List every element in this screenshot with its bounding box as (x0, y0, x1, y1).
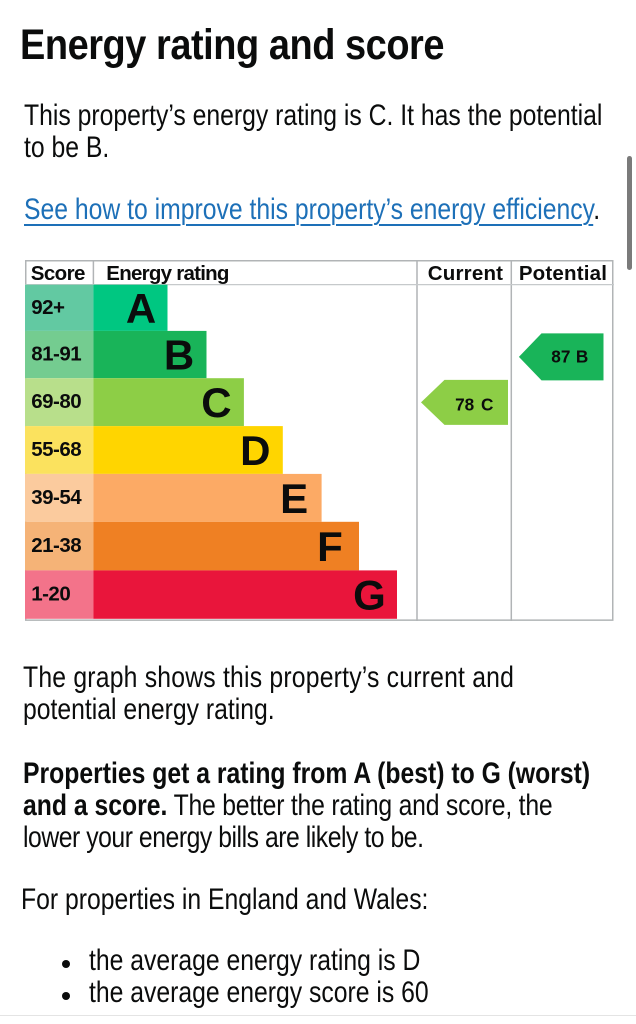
svg-text:1-20: 1-20 (31, 582, 70, 605)
svg-text:78: 78 (455, 394, 475, 414)
svg-text:87: 87 (551, 346, 570, 366)
svg-text:G: G (353, 571, 386, 618)
svg-text:A: A (125, 285, 155, 332)
svg-text:69-80: 69-80 (31, 390, 81, 413)
svg-text:Potential: Potential (518, 261, 606, 284)
svg-text:E: E (280, 474, 308, 521)
svg-text:92+: 92+ (31, 296, 65, 319)
svg-text:55-68: 55-68 (31, 438, 81, 461)
svg-text:Score: Score (30, 261, 84, 284)
svg-text:Current: Current (427, 261, 502, 284)
svg-text:B: B (163, 331, 193, 378)
svg-text:C: C (480, 394, 492, 414)
svg-text:39-54: 39-54 (31, 485, 82, 508)
svg-text:81-91: 81-91 (31, 342, 81, 365)
svg-text:F: F (317, 523, 343, 570)
svg-text:B: B (575, 346, 587, 366)
svg-text:Energy rating: Energy rating (106, 261, 229, 284)
svg-text:C: C (201, 379, 231, 426)
svg-text:D: D (240, 427, 270, 474)
svg-text:21-38: 21-38 (31, 534, 81, 557)
